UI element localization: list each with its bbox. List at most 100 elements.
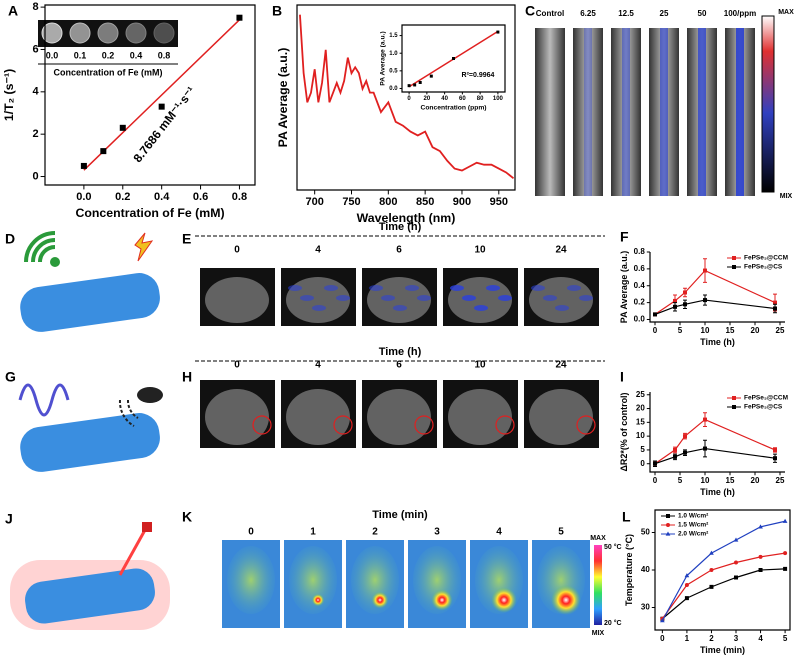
- x-tick-label: 700: [305, 196, 323, 208]
- x-tick-label: 850: [416, 196, 434, 208]
- panel-letter: J: [5, 511, 13, 527]
- marker: [734, 560, 738, 565]
- panel-letter: I: [620, 369, 624, 385]
- y-tick-label: 25: [636, 390, 645, 399]
- pa-signal: [324, 285, 338, 291]
- y-tick-label: 8: [32, 1, 38, 13]
- x-axis-label: Time (h): [700, 487, 735, 497]
- marker: [783, 551, 788, 556]
- inset-label: 0.0: [46, 50, 59, 60]
- marker: [709, 550, 714, 555]
- column-label: 12.5: [618, 9, 634, 18]
- legend-marker: [666, 523, 670, 527]
- y-tick-label: 0.0: [634, 315, 646, 324]
- marker: [709, 568, 714, 572]
- marker: [709, 584, 714, 589]
- x-tick-label: 900: [453, 196, 471, 208]
- column-label: 10: [474, 360, 486, 371]
- scale-label: 50 °C: [604, 543, 622, 551]
- marker: [158, 103, 165, 110]
- legend-label: FePSe₃@CCM: [744, 395, 788, 402]
- marker: [758, 524, 763, 529]
- pa-signal: [498, 295, 512, 301]
- column-label: 0: [234, 245, 240, 256]
- x-axis-label: Time (h): [700, 337, 735, 347]
- tumor-highlight: [333, 415, 353, 435]
- x-tick-label: 10: [701, 326, 710, 335]
- panel-title: Time (min): [372, 509, 428, 521]
- tumor-highlight: [414, 415, 434, 435]
- marker: [236, 14, 243, 21]
- column-label: 6: [396, 245, 402, 256]
- column-label: 4: [315, 360, 321, 371]
- y-tick-label: 0.4: [634, 281, 646, 290]
- pa-signal: [567, 285, 581, 291]
- marker: [684, 573, 690, 578]
- pa-signal: [450, 285, 464, 291]
- marker: [407, 84, 411, 88]
- column-label: 6: [396, 360, 402, 371]
- marker: [673, 454, 677, 459]
- pa-signal: [531, 285, 545, 291]
- marker: [782, 518, 788, 523]
- column-label: 50: [698, 9, 707, 18]
- x-tick-label: 0: [660, 634, 665, 643]
- x-tick-label: 1: [685, 634, 690, 643]
- marker: [773, 447, 777, 452]
- pa-signal: [474, 305, 488, 311]
- tissue: [205, 389, 269, 445]
- pa-signal: [486, 285, 500, 291]
- column-label: 4: [315, 245, 321, 256]
- x-tick-label: 4: [758, 634, 763, 643]
- legend-marker: [732, 405, 736, 409]
- x-tick-label: 15: [726, 476, 735, 485]
- legend-marker: [732, 396, 736, 400]
- x-tick-label: 20: [424, 96, 431, 102]
- x-tick-label: 2: [709, 634, 714, 643]
- marker: [758, 554, 763, 559]
- axes: [649, 392, 785, 473]
- pa-signal: [622, 28, 630, 196]
- column-label: 0: [248, 527, 254, 538]
- y-axis-label: 1/T₂ (s⁻¹): [2, 69, 16, 121]
- marker: [783, 566, 788, 571]
- column-label: 0: [234, 360, 240, 371]
- x-tick-label: 20: [751, 476, 760, 485]
- x-tick-label: 5: [783, 634, 788, 643]
- pa-signal: [405, 285, 419, 291]
- column-label: 5: [558, 527, 564, 538]
- legend-label: 1.5 W/cm²: [678, 522, 709, 529]
- scale-label: 20 °C: [604, 619, 622, 627]
- pa-signal: [555, 305, 569, 311]
- marker: [100, 148, 107, 155]
- column-label: 6.25: [580, 9, 596, 18]
- pa-signal: [381, 295, 395, 301]
- y-tick-label: 0: [32, 170, 38, 182]
- x-tick-label: 25: [776, 326, 785, 335]
- axes: [401, 24, 506, 93]
- y-tick-label: 0.8: [634, 247, 646, 256]
- column-label: 3: [434, 527, 440, 538]
- marker: [452, 57, 455, 60]
- axes: [649, 252, 785, 323]
- series-line: [299, 14, 515, 180]
- legend-marker: [732, 265, 736, 269]
- cartoon-j: [10, 522, 170, 630]
- marker: [653, 312, 657, 317]
- y-axis-label: PA Average (a.u.): [619, 251, 629, 323]
- cartoon-g: [18, 383, 163, 472]
- scale-label: MIX: [592, 630, 605, 637]
- color-bar: [761, 15, 775, 193]
- x-tick-label: 5: [678, 476, 683, 485]
- marker: [653, 461, 657, 466]
- tissue: [205, 277, 269, 323]
- x-tick-label: 5: [678, 326, 683, 335]
- pa-signal: [462, 295, 476, 301]
- pa-signal: [300, 295, 314, 301]
- x-tick-label: 100: [493, 96, 504, 102]
- marker: [683, 290, 687, 295]
- marker: [773, 306, 777, 311]
- legend-label: FePSe₃@CS: [744, 264, 783, 271]
- x-tick-label: 0: [407, 96, 411, 102]
- column-label: 25: [660, 9, 669, 18]
